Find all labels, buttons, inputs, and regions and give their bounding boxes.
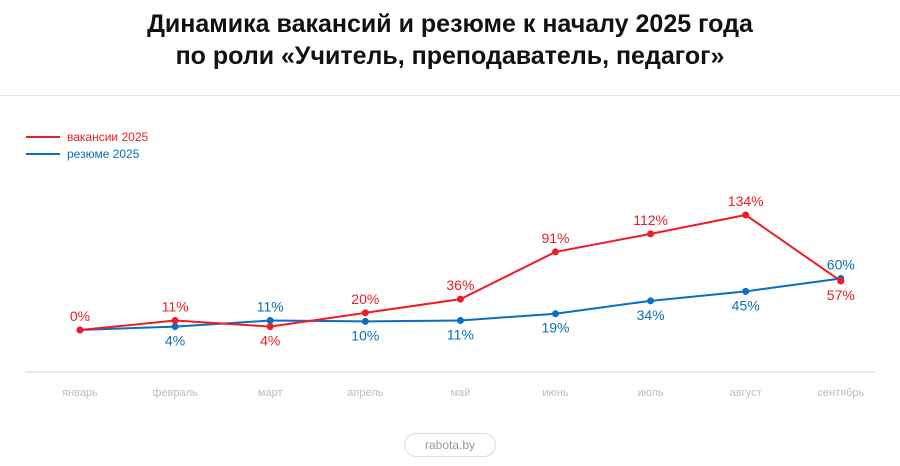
x-tick-label: сентябрь bbox=[817, 387, 864, 399]
x-tick-label: июнь bbox=[542, 387, 568, 399]
data-point bbox=[837, 277, 845, 285]
x-tick-label: март bbox=[258, 387, 283, 399]
data-label: 19% bbox=[541, 320, 569, 336]
series-line bbox=[79, 213, 842, 331]
data-label: 45% bbox=[732, 297, 760, 313]
data-label: 4% bbox=[260, 333, 280, 349]
data-label: 10% bbox=[351, 327, 379, 343]
data-label: 36% bbox=[446, 277, 474, 293]
data-point bbox=[266, 317, 274, 325]
data-point bbox=[171, 317, 179, 325]
chart-title: Динамика вакансий и резюме к началу 2025… bbox=[0, 8, 900, 72]
data-label: 91% bbox=[541, 230, 569, 246]
data-label: 134% bbox=[728, 193, 764, 209]
title-line-1: Динамика вакансий и резюме к началу 2025… bbox=[147, 10, 753, 38]
data-point bbox=[647, 297, 655, 305]
divider bbox=[0, 95, 900, 96]
data-label: 20% bbox=[351, 291, 379, 307]
data-label: 11% bbox=[447, 327, 474, 343]
data-label: 11% bbox=[257, 299, 284, 315]
data-label: 60% bbox=[827, 257, 855, 273]
data-point bbox=[552, 248, 559, 256]
data-label: 112% bbox=[633, 212, 668, 228]
x-tick-label: май bbox=[450, 387, 470, 399]
x-tick-label: январь bbox=[62, 387, 98, 399]
data-point bbox=[456, 317, 464, 325]
data-point bbox=[266, 323, 274, 331]
x-tick-label: февраль bbox=[152, 387, 198, 399]
brand-badge: rabota.by bbox=[404, 433, 496, 457]
legend-label: резюме 2025 bbox=[67, 147, 140, 161]
data-point bbox=[742, 287, 750, 295]
title-line-2: по роли «Учитель, преподаватель, педагог… bbox=[175, 42, 725, 70]
data-point bbox=[742, 211, 750, 219]
data-label: 4% bbox=[165, 333, 185, 349]
data-label: 0% bbox=[70, 308, 90, 324]
data-label: 57% bbox=[827, 287, 855, 303]
x-tick-label: июль bbox=[637, 387, 664, 399]
data-point bbox=[647, 230, 655, 238]
data-point bbox=[552, 310, 559, 318]
data-point bbox=[171, 323, 179, 331]
x-tick-label: август bbox=[730, 387, 762, 399]
x-tick-label: апрель bbox=[347, 387, 383, 399]
data-label: 34% bbox=[637, 307, 665, 323]
data-label: 11% bbox=[162, 299, 189, 315]
data-point bbox=[361, 309, 369, 317]
data-point bbox=[361, 317, 369, 325]
data-point bbox=[76, 326, 84, 334]
legend-label: вакансии 2025 bbox=[67, 130, 148, 144]
data-point bbox=[456, 295, 464, 303]
